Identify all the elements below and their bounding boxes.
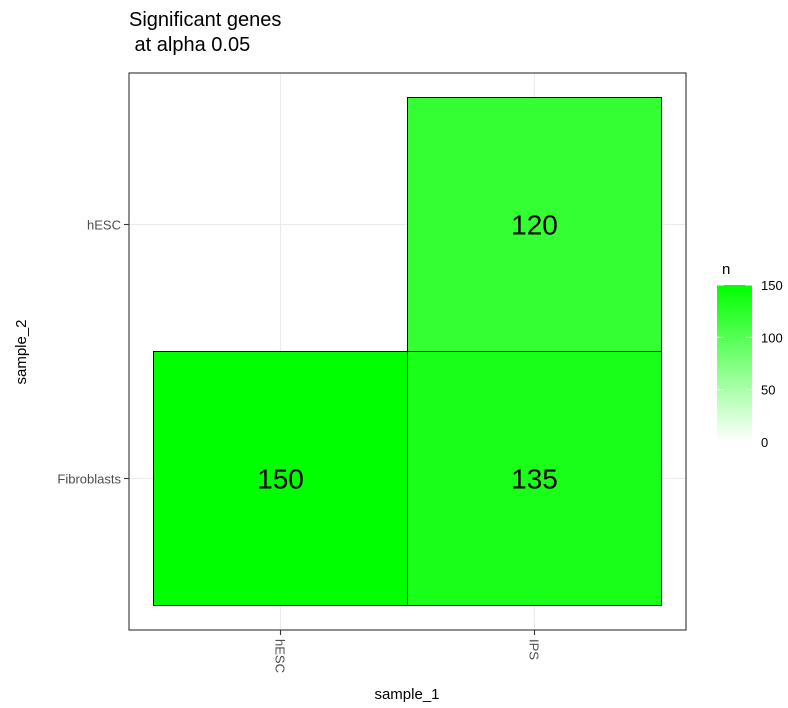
chart-title: Significant genes at alpha 0.05 [129,9,282,56]
cell-hesc-fibroblasts [153,351,408,606]
cell-label-hesc-fibroblasts: 150 [257,464,304,495]
x-tick-label-ips: IPS [527,639,542,660]
cell-labels: 150 135 120 [257,210,558,495]
x-axis: hESC IPS [273,630,542,673]
heatmap-cells [153,97,662,606]
x-tick-label-hesc: hESC [273,639,288,673]
color-legend: n 0 50 100 150 [717,261,783,450]
legend-tick-label-150: 150 [761,278,783,293]
legend-tick-label-0: 0 [761,435,768,450]
y-tick-label-hesc: hESC [87,218,121,233]
y-axis-label: sample_2 [13,319,30,384]
cell-ips-hesc [407,97,662,352]
cell-label-ips-hesc: 120 [511,210,558,241]
legend-colorbar [717,285,752,442]
plot-border [128,72,687,631]
legend-ticks: 0 50 100 150 [717,278,783,450]
legend-title: n [722,261,730,278]
y-axis: hESC Fibroblasts [57,218,129,487]
legend-tick-label-50: 50 [761,383,775,398]
cell-label-ips-fibroblasts: 135 [511,464,558,495]
cell-ips-fibroblasts [407,351,662,606]
y-tick-label-fibroblasts: Fibroblasts [57,472,121,487]
x-axis-label: sample_1 [374,686,439,703]
legend-tick-label-100: 100 [761,330,783,345]
